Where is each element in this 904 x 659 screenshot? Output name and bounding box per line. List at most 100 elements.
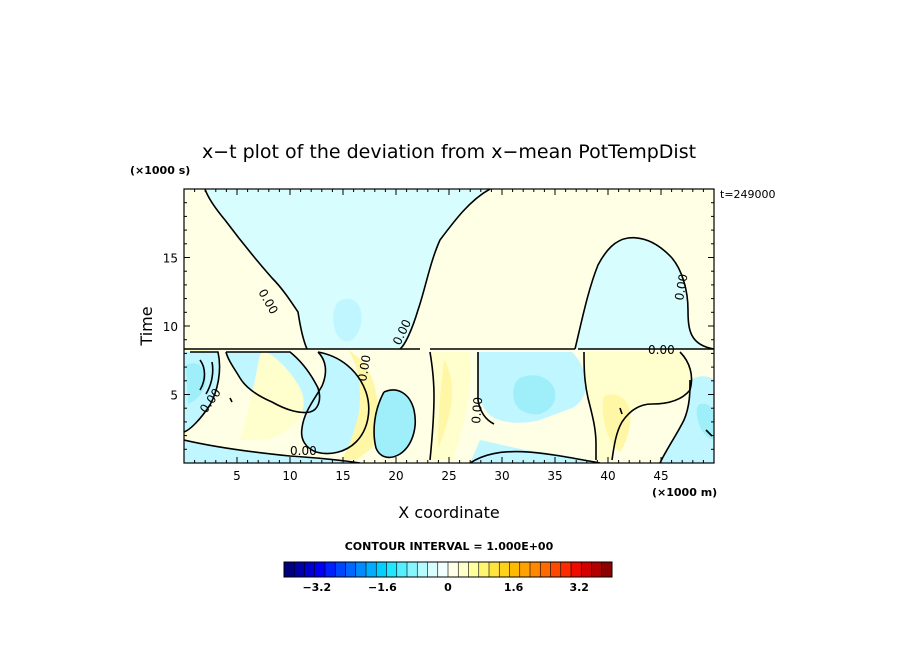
positive-blob-6-deep: [602, 394, 631, 452]
positive-blob-2: [240, 350, 304, 440]
colorbar-swatch: [417, 562, 428, 577]
zero-contour-blob-8: [611, 351, 693, 461]
colorbar-frame: [283, 561, 613, 578]
contour-label: 0.00: [355, 354, 373, 383]
x-tick-label: 35: [547, 469, 562, 483]
chart-title: x−t plot of the deviation from x−mean Po…: [202, 141, 696, 163]
colorbar-swatch: [499, 562, 510, 577]
zero-contour-blob-1: [184, 351, 221, 433]
colorbar-swatch: [550, 562, 561, 577]
negative-blob-5-deep: [513, 375, 556, 415]
y-tick-label: 15: [163, 252, 178, 266]
colorbar-swatch: [366, 562, 377, 577]
zero-contour-blob-6: [477, 352, 495, 425]
x-tick-label: 20: [388, 469, 403, 483]
colorbar-swatch: [468, 562, 479, 577]
negative-blob-left-deep: [186, 363, 206, 404]
colorbar-swatch: [591, 562, 602, 577]
zero-contour-blob-7: [583, 351, 597, 460]
contour-label: 0.00: [672, 273, 690, 302]
zero-contours: [184, 189, 714, 463]
colorbar-swatch: [458, 562, 469, 577]
zero-contour-blob-4: [373, 389, 416, 459]
zero-contour-blob-2: [225, 351, 321, 414]
colorbar-tick-label: 1.6: [504, 581, 524, 594]
zero-contour-bottom-2: [469, 450, 601, 463]
colorbar-swatch: [581, 562, 592, 577]
y-axis: 5 10 15: [163, 202, 714, 450]
negative-blob-7: [660, 376, 714, 463]
x-tick-label: 10: [282, 469, 297, 483]
colorbar-swatch: [407, 562, 418, 577]
positive-blob-3: [342, 350, 379, 460]
x-tick-label: 15: [335, 469, 350, 483]
zero-contour-blob-3: [300, 351, 370, 455]
contour-interval-label: CONTOUR INTERVAL = 1.000E+00: [345, 540, 554, 553]
x-axis-label: X coordinate: [398, 503, 499, 522]
colorbar-tick-label: −3.2: [302, 581, 331, 594]
colorbar-swatch: [571, 562, 582, 577]
negative-blob-4: [374, 390, 416, 458]
colorbar: −3.2 −1.6 0 1.6 3.2: [283, 561, 613, 594]
negative-blob-bottom: [184, 440, 360, 463]
colorbar-swatch: [509, 562, 520, 577]
colorbar-swatch: [437, 562, 449, 577]
colorbar-swatch: [376, 562, 387, 577]
y-tick-label: 5: [170, 389, 178, 403]
colorbar-swatch: [560, 562, 572, 577]
zero-contour-bottom: [184, 439, 361, 463]
zero-contour-blob-5: [429, 351, 435, 461]
zero-contour-blob-9: [659, 379, 691, 463]
x-unit-label: (×1000 m): [652, 486, 717, 499]
colorbar-swatch: [335, 562, 346, 577]
x-tick-label: 40: [600, 469, 615, 483]
colorbar-swatch: [396, 562, 408, 577]
x-axis: 5 10 15 20 25 30 35 40 45: [194, 189, 704, 483]
colorbar-swatch: [386, 562, 397, 577]
colorbar-swatch: [427, 562, 438, 577]
contour-label: 0.00: [469, 396, 485, 424]
zero-contour-upper-right: [574, 236, 714, 350]
colorbar-swatch: [304, 562, 315, 577]
colorbar-swatch: [314, 562, 326, 577]
y-axis-label: Time: [137, 306, 156, 346]
colorbar-swatch: [325, 562, 336, 577]
colorbar-swatch: [284, 562, 295, 577]
positive-blob-faint-1: [505, 310, 524, 329]
time-stamp: t=249000: [720, 188, 776, 201]
zero-contour-small-1: [199, 359, 214, 395]
negative-blob-3: [301, 352, 369, 454]
colorbar-swatch: [601, 562, 613, 577]
contour-label: 0.00: [290, 444, 317, 458]
zero-contour-upper-left: [204, 189, 308, 350]
colorbar-swatch: [355, 562, 367, 577]
x-tick-label: 30: [494, 469, 509, 483]
colorbar-swatch: [294, 562, 305, 577]
positive-blob-4b: [438, 360, 452, 448]
colorbar-swatch: [530, 562, 541, 577]
colorbar-swatch: [519, 562, 531, 577]
colorbar-tick-label: −1.6: [368, 581, 397, 594]
negative-region-upper-right: [575, 237, 714, 349]
y-unit-label: (×1000 s): [130, 164, 190, 177]
zero-contour-small-2: [229, 397, 713, 437]
negative-region-upper-left: [205, 189, 490, 349]
colorbar-tick-label: 3.2: [569, 581, 589, 594]
x-tick-label: 5: [233, 469, 241, 483]
colorbar-swatch: [478, 562, 490, 577]
contour-label: 0.00: [648, 343, 675, 357]
x-tick-label: 25: [441, 469, 456, 483]
heatmap-fills: [184, 189, 714, 463]
negative-blob-faint-1: [333, 298, 362, 342]
colorbar-swatch: [489, 562, 500, 577]
colorbar-tick-label: 0: [444, 581, 452, 594]
colorbar-swatch: [540, 562, 551, 577]
x-tick-label: 45: [653, 469, 668, 483]
y-tick-label: 10: [163, 320, 178, 334]
zero-contour-upper-center: [399, 189, 491, 350]
colorbar-swatch: [345, 562, 356, 577]
negative-blob-7-deep: [696, 403, 714, 440]
colorbar-swatch: [448, 562, 459, 577]
